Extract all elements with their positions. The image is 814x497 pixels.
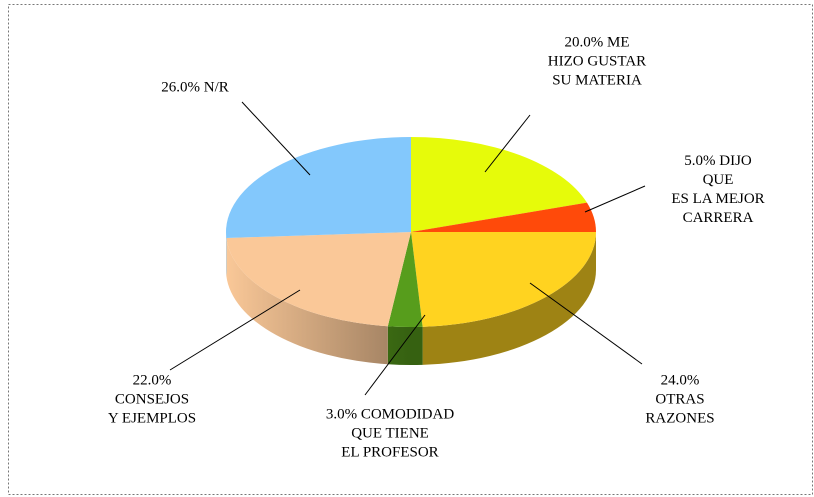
- slice-label: 24.0% OTRAS RAZONES: [645, 372, 714, 429]
- slice-label: 3.0% COMODIDAD QUE TIENE EL PROFESOR: [326, 406, 454, 463]
- slice-side: [422, 232, 596, 365]
- leader-line: [529, 282, 643, 365]
- category-label: OTRAS RAZONES: [645, 391, 715, 427]
- category-label: N/R: [203, 79, 229, 96]
- value-label: 22.0%: [132, 372, 172, 389]
- slice-label: 22.0% CONSEJOS Y EJEMPLOS: [108, 372, 196, 429]
- value-label: 26.0%: [161, 79, 200, 96]
- value-label: 3.0%: [325, 406, 358, 423]
- value-label: 5.0%: [684, 153, 716, 169]
- slice-side: [387, 326, 423, 365]
- slice: [411, 232, 596, 327]
- category-label: ME HIZO GUSTAR SU MATERIA: [547, 34, 647, 89]
- slice-label: 20.0% ME HIZO GUSTAR SU MATERIA: [548, 34, 646, 91]
- slice-label: 5.0% DIJO QUE ES LA MEJOR CARRERA: [670, 152, 766, 228]
- slice: [226, 232, 411, 327]
- leader-line: [484, 114, 531, 173]
- value-label: 24.0%: [660, 372, 700, 389]
- leader-line: [169, 289, 301, 371]
- slice: [411, 137, 587, 232]
- leader-line: [364, 314, 426, 396]
- slice-side: [226, 237, 388, 365]
- category-label: CONSEJOS Y EJEMPLOS: [107, 391, 197, 427]
- slice: [387, 232, 423, 327]
- value-label: 20.0%: [564, 34, 604, 51]
- leader-line: [584, 185, 646, 213]
- leader-line: [241, 101, 311, 176]
- category-label: COMODIDAD QUE TIENE EL PROFESOR: [341, 406, 455, 461]
- slice-label: 26.0% N/R: [161, 79, 229, 98]
- slice: [225, 137, 411, 238]
- category-label: DIJO QUE ES LA MEJOR CARRERA: [671, 153, 765, 226]
- slice: [411, 202, 596, 232]
- chart-border: [8, 4, 813, 495]
